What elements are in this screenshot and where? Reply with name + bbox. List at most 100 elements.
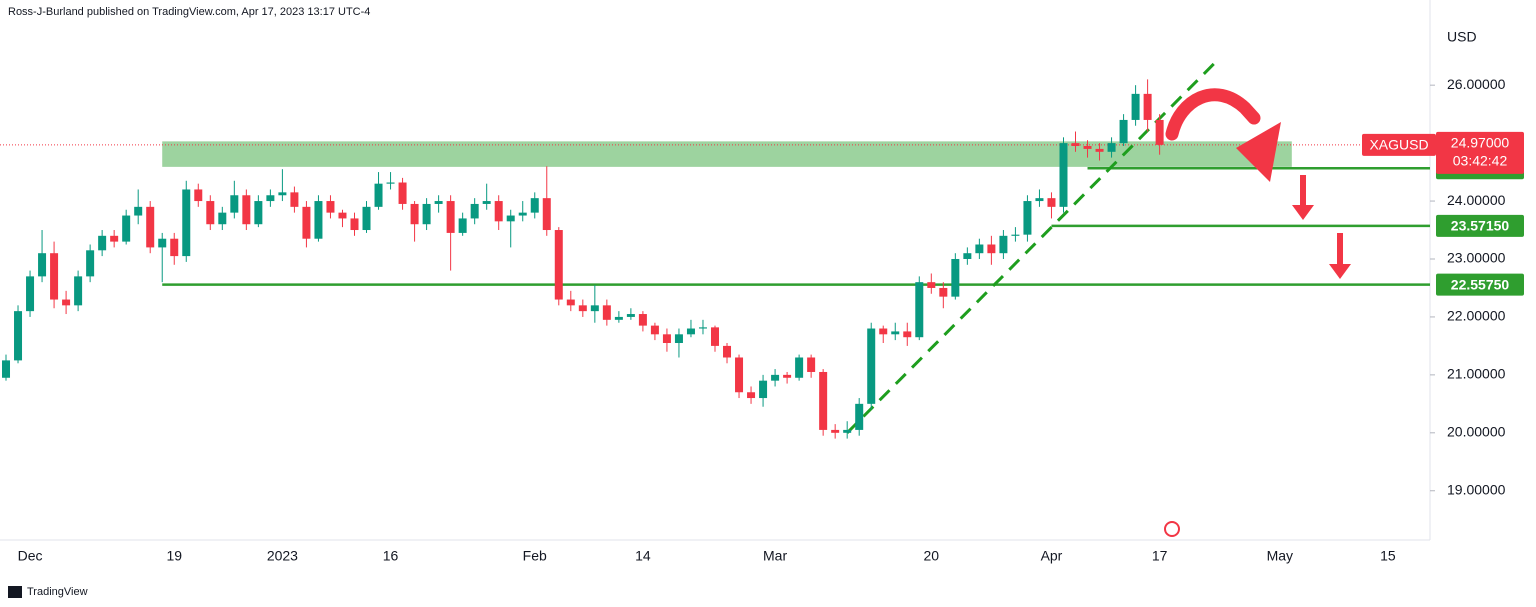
- candle-body: [458, 218, 467, 233]
- candle-body: [626, 314, 635, 317]
- x-tick-label: Mar: [763, 548, 787, 564]
- plot-area: [0, 56, 1430, 439]
- current-price-label: 24.97000: [1451, 135, 1510, 151]
- candle-body: [50, 253, 59, 300]
- candle-body: [1143, 93, 1152, 120]
- level-price-label: 23.57150: [1451, 218, 1510, 234]
- candle-body: [999, 235, 1008, 254]
- candle-body: [1035, 198, 1044, 202]
- candle-body: [951, 258, 960, 297]
- symbol-label: XAGUSD: [1369, 137, 1428, 153]
- x-tick-label: 20: [924, 548, 940, 564]
- logo-icon: [8, 586, 22, 598]
- candle-body: [98, 235, 107, 251]
- curved-arrow-head: [1236, 122, 1281, 182]
- candle-body: [350, 218, 359, 231]
- candle-body: [518, 212, 527, 216]
- event-icon[interactable]: [1164, 521, 1180, 537]
- candle-body: [302, 206, 311, 239]
- x-tick-label: 16: [383, 548, 399, 564]
- candle-body: [122, 215, 131, 242]
- candle-body: [1119, 119, 1128, 144]
- down-arrow-head: [1329, 264, 1351, 279]
- candle-body: [771, 374, 780, 381]
- candle-body: [614, 316, 623, 320]
- candle-body: [963, 253, 972, 259]
- current-price-box: [1436, 131, 1524, 174]
- candle-body: [266, 195, 275, 202]
- candle-body: [470, 203, 479, 219]
- candle-body: [482, 201, 491, 204]
- candle-body: [398, 182, 407, 204]
- candle-body: [110, 235, 119, 242]
- candle-body: [1095, 148, 1104, 152]
- candle-body: [891, 331, 900, 335]
- candle-body: [362, 206, 371, 231]
- candle-body: [566, 299, 575, 306]
- x-tick-label: 19: [166, 548, 182, 564]
- x-tick-label: Feb: [523, 548, 547, 564]
- candle-body: [1155, 119, 1164, 145]
- y-tick-label: 21.00000: [1447, 366, 1506, 382]
- annotations: [1164, 88, 1351, 537]
- candle-body: [795, 357, 804, 378]
- candle-body: [542, 198, 551, 231]
- candle-body: [242, 195, 251, 225]
- candle-body: [759, 380, 768, 399]
- x-tick-label: May: [1267, 548, 1293, 564]
- candle-body: [975, 244, 984, 254]
- currency-label: USD: [1447, 29, 1477, 45]
- candle-body: [1083, 146, 1092, 149]
- y-tick-label: 19.00000: [1447, 481, 1506, 497]
- x-tick-label: 14: [635, 548, 651, 564]
- y-tick-label: 22.00000: [1447, 308, 1506, 324]
- candle-body: [290, 192, 299, 207]
- candle-body: [1131, 93, 1140, 120]
- x-tick-label: Dec: [18, 548, 43, 564]
- candle-body: [158, 238, 167, 248]
- candle-body: [338, 212, 347, 219]
- candle-body: [662, 334, 671, 344]
- level-price-box: [1436, 273, 1524, 296]
- candle-body: [1011, 234, 1020, 236]
- candle-body: [194, 189, 203, 202]
- candle-body: [530, 198, 539, 213]
- y-tick-label: 24.00000: [1447, 192, 1506, 208]
- candle-body: [674, 334, 683, 344]
- candle-body: [855, 403, 864, 430]
- candle-body: [326, 201, 335, 213]
- candle-body: [590, 305, 599, 312]
- candle-body: [218, 212, 227, 225]
- candle-body: [1047, 198, 1056, 207]
- x-tick-label: Apr: [1041, 548, 1063, 564]
- candle-body: [410, 203, 419, 225]
- candle-body: [434, 201, 443, 204]
- candle-body: [867, 328, 876, 404]
- candle-body: [74, 276, 83, 306]
- candle-body: [1023, 201, 1032, 235]
- candle-body: [578, 305, 587, 312]
- candle-body: [422, 203, 431, 225]
- candle-body: [698, 327, 707, 329]
- candle-body: [2, 360, 11, 378]
- x-tick-label: 15: [1380, 548, 1396, 564]
- candle-body: [987, 244, 996, 254]
- down-arrow: [1300, 175, 1306, 207]
- candle-body: [386, 182, 395, 184]
- candle-body: [1071, 143, 1080, 147]
- candle-body: [807, 357, 816, 372]
- candle-body: [314, 201, 323, 239]
- down-arrow: [1337, 233, 1343, 265]
- candle-body: [494, 201, 503, 222]
- down-arrow-head: [1292, 205, 1314, 220]
- supply-zone: [162, 141, 1292, 167]
- candle-body: [254, 201, 263, 225]
- candle-body: [819, 371, 828, 430]
- candle-body: [1107, 143, 1116, 152]
- candle-body: [711, 327, 719, 346]
- candle-body: [182, 189, 191, 257]
- candle-body: [62, 299, 71, 306]
- candle-body: [903, 331, 912, 338]
- symbol-tag: [1362, 133, 1436, 156]
